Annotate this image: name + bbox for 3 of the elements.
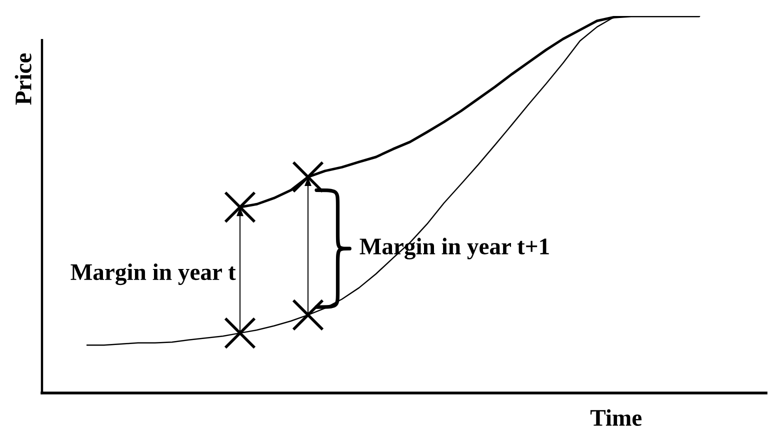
y-axis-title: Price bbox=[14, 53, 32, 105]
x-axis-title: Time bbox=[590, 409, 642, 426]
annotation: Margin in year t bbox=[70, 263, 236, 286]
